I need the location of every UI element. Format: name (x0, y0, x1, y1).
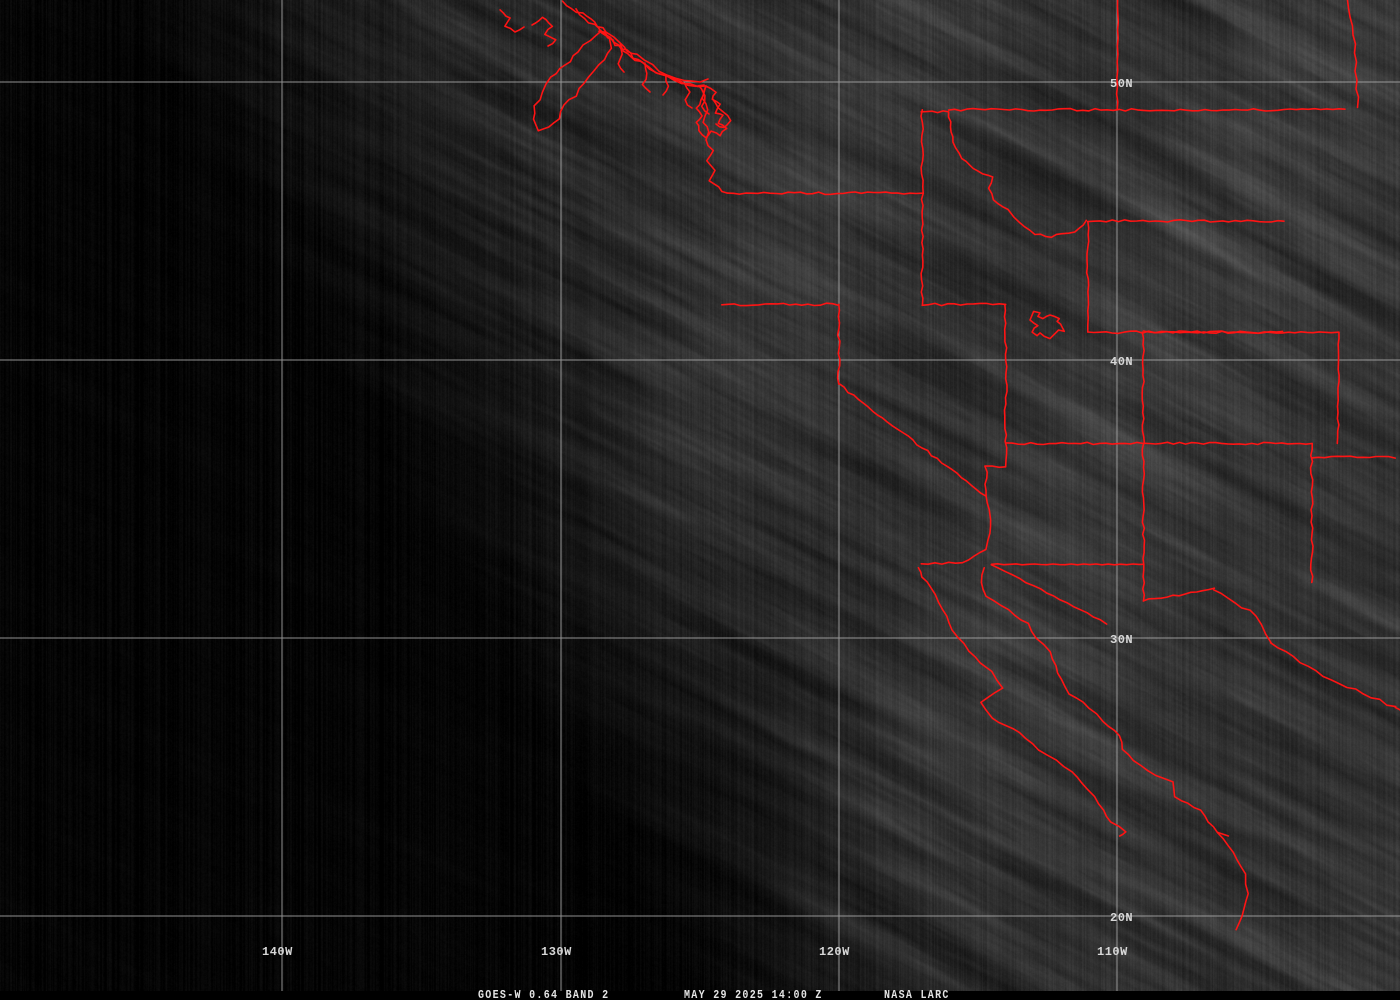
svg-text:20N: 20N (1110, 911, 1133, 925)
svg-text:130W: 130W (541, 945, 572, 959)
svg-text:50N: 50N (1110, 77, 1133, 91)
svg-text:30N: 30N (1110, 633, 1133, 647)
svg-text:140W: 140W (262, 945, 293, 959)
svg-text:120W: 120W (819, 945, 850, 959)
svg-text:110W: 110W (1097, 945, 1128, 959)
svg-text:40N: 40N (1110, 355, 1133, 369)
